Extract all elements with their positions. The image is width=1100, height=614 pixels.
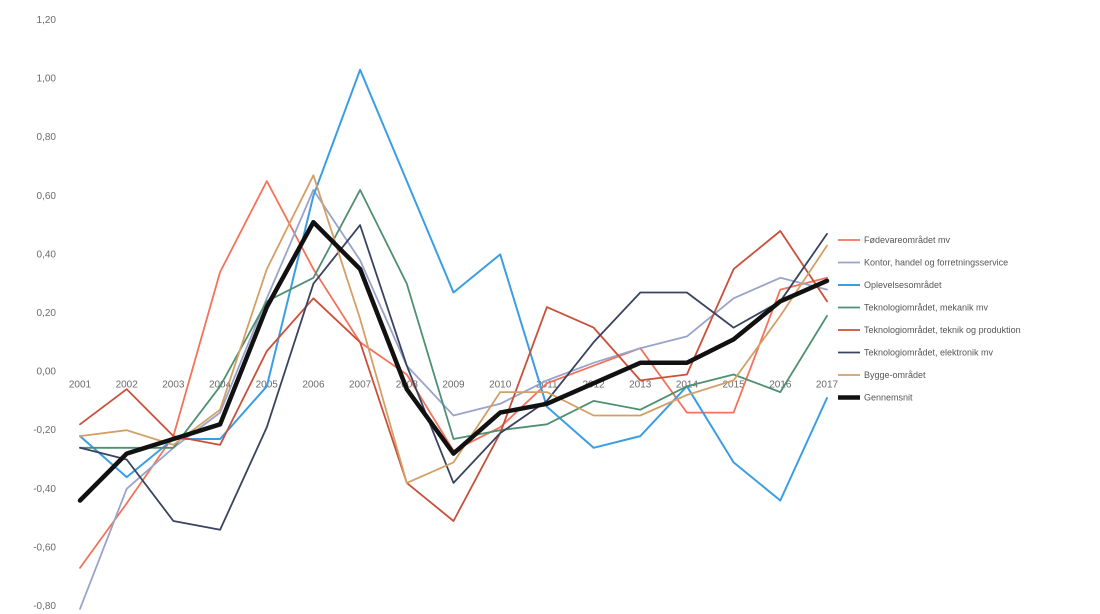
y-tick-label: 0,80 [37, 132, 57, 143]
y-tick-label: 0,00 [37, 367, 57, 378]
y-tick-label: 1,20 [37, 15, 57, 26]
series-lines [77, 68, 830, 610]
legend-label-1: Fødevareområdet mv [864, 235, 951, 245]
y-tick-label: -0,20 [33, 425, 56, 436]
x-tick-label: 2007 [349, 380, 372, 391]
x-tick-label: 2010 [489, 380, 512, 391]
legend-label-6: Teknologiområdet, elektronik mv [864, 348, 994, 358]
x-tick-label: 2006 [302, 380, 325, 391]
x-axis-tick-labels: 2001 2002 2003 2004 2005 2006 2007 2008 2009 2010… [69, 380, 839, 391]
x-tick-label: 2013 [629, 380, 652, 391]
y-tick-label: -0,80 [33, 601, 56, 612]
series-line-5 [79, 230, 828, 522]
x-tick-label: 2009 [442, 380, 465, 391]
legend-label-8: Gennemsnit [864, 393, 913, 403]
legend-label-4: Teknologiområdet, mekanik mv [864, 303, 989, 313]
series-line-6 [79, 224, 828, 531]
series-line-2 [79, 188, 828, 610]
y-tick-label: 0,60 [37, 191, 57, 202]
y-tick-label: -0,40 [33, 484, 56, 495]
x-tick-label: 2016 [769, 380, 792, 391]
series-line-1 [79, 180, 828, 569]
y-tick-label: -0,60 [33, 542, 56, 553]
x-tick-label: 2002 [116, 380, 139, 391]
legend-label-5: Teknologiområdet, teknik og produktion [864, 325, 1021, 335]
y-axis-tick-labels: -0,80 -0,60 -0,40 -0,20 0,00 0,20 0,40 0,60 0,80… [33, 15, 56, 612]
x-tick-label: 2014 [676, 380, 699, 391]
series-line-7 [79, 174, 828, 484]
legend-label-3: Oplevelsesområdet [864, 280, 942, 290]
y-tick-label: 1,00 [37, 74, 57, 85]
x-tick-label: 2017 [816, 380, 839, 391]
series-line-8 [77, 219, 830, 503]
x-tick-label: 2003 [162, 380, 185, 391]
series-line-3 [79, 68, 828, 502]
y-tick-label: 0,40 [37, 249, 57, 260]
legend: Fødevareområdet mv Kontor, handel og forr… [838, 235, 1021, 403]
y-tick-label: 0,20 [37, 308, 57, 319]
x-tick-label: 2001 [69, 380, 92, 391]
legend-label-7: Bygge-området [864, 370, 926, 380]
legend-label-2: Kontor, handel og forretningsservice [864, 258, 1008, 268]
x-tick-label: 2015 [723, 380, 746, 391]
x-tick-label: 2011 [536, 380, 558, 391]
series-line-4 [79, 188, 828, 449]
